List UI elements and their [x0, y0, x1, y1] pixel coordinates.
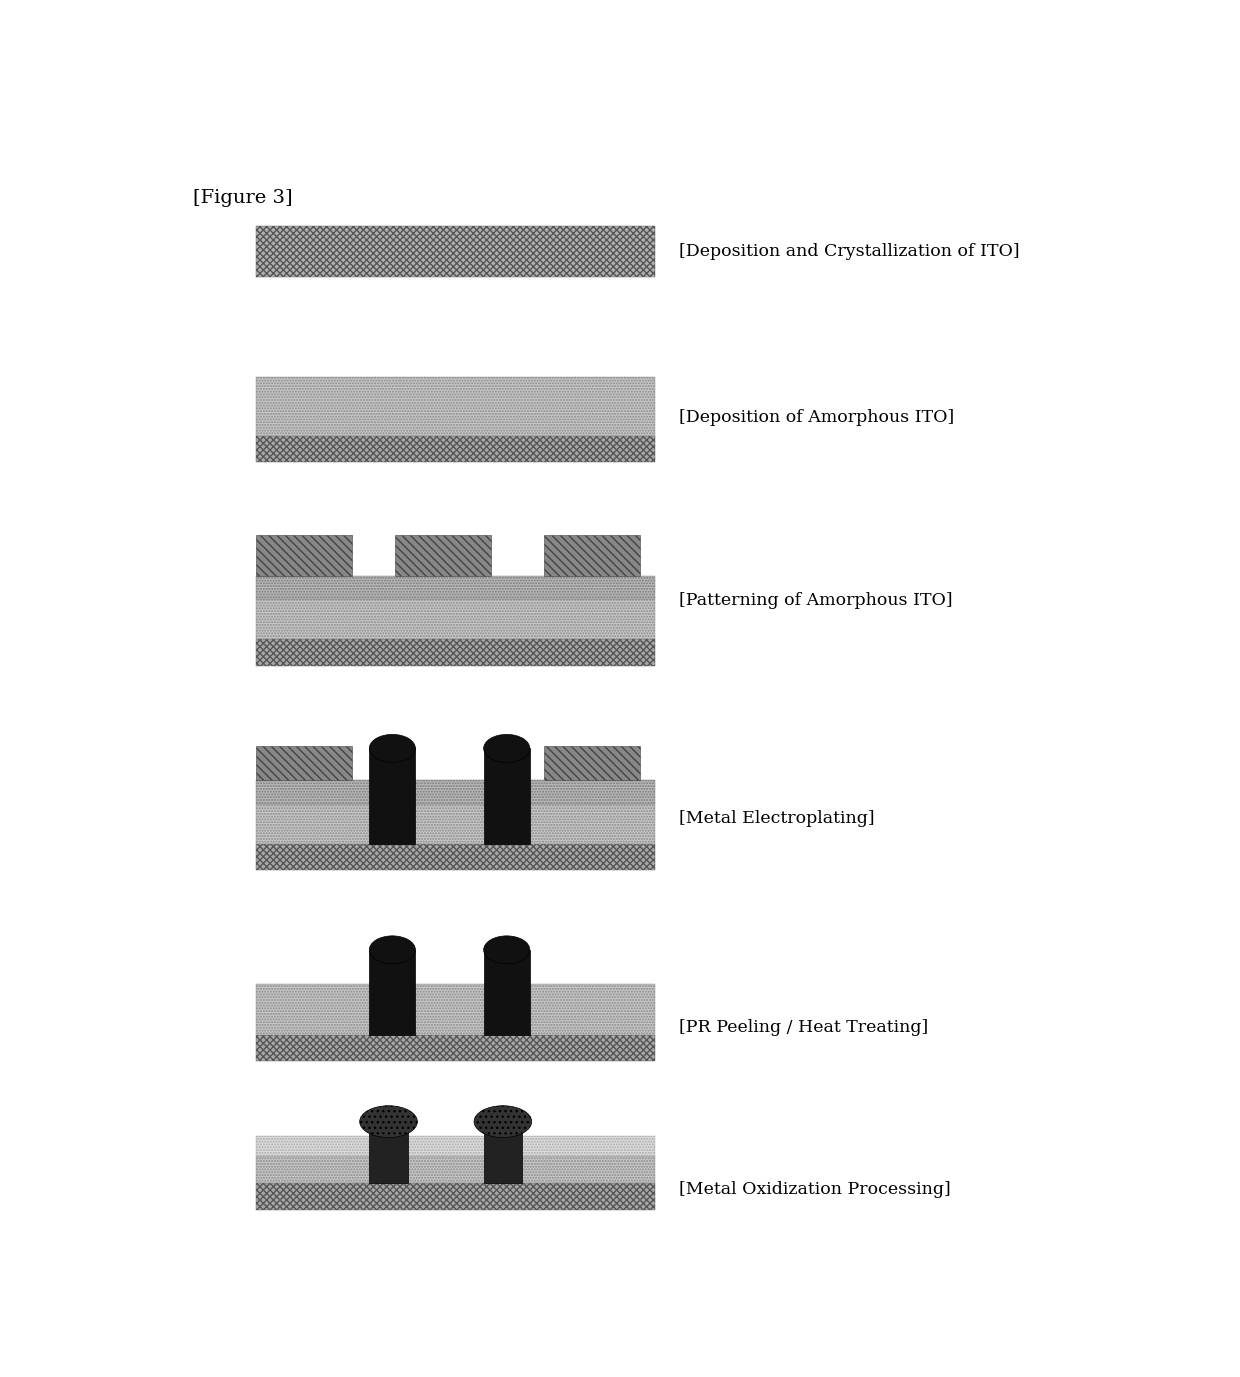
Bar	[255, 377, 655, 435]
Bar	[255, 1136, 655, 1155]
Bar	[255, 746, 352, 781]
Ellipse shape	[484, 936, 529, 964]
Bar	[255, 536, 352, 576]
Bar	[255, 1155, 655, 1183]
Bar	[255, 804, 655, 844]
Bar	[255, 226, 655, 277]
Bar	[370, 749, 415, 844]
Ellipse shape	[474, 1106, 532, 1137]
Bar	[484, 950, 529, 1034]
Bar	[544, 536, 640, 576]
Bar	[544, 746, 640, 781]
Text: [Deposition and Crystallization of ITO]: [Deposition and Crystallization of ITO]	[678, 242, 1019, 260]
Bar	[370, 950, 415, 1034]
Text: [Deposition of Amorphous ITO]: [Deposition of Amorphous ITO]	[678, 409, 954, 425]
Text: [Figure 3]: [Figure 3]	[193, 189, 293, 207]
Ellipse shape	[370, 734, 415, 763]
Text: [Metal Oxidization Processing]: [Metal Oxidization Processing]	[678, 1181, 951, 1198]
Bar	[255, 599, 655, 639]
Text: [PR Peeling / Heat Treating]: [PR Peeling / Heat Treating]	[678, 1019, 928, 1037]
Ellipse shape	[484, 734, 529, 763]
Ellipse shape	[370, 936, 415, 964]
Bar	[255, 1183, 655, 1209]
Text: [Patterning of Amorphous ITO]: [Patterning of Amorphous ITO]	[678, 592, 952, 609]
Bar	[484, 1122, 522, 1183]
Bar	[370, 1122, 408, 1183]
Ellipse shape	[360, 1106, 418, 1137]
Bar	[255, 639, 655, 665]
Bar	[255, 781, 655, 804]
Text: [Metal Electroplating]: [Metal Electroplating]	[678, 811, 874, 828]
Bar	[255, 576, 655, 599]
Bar	[484, 749, 529, 844]
Bar	[255, 435, 655, 463]
Bar	[255, 983, 655, 1034]
Bar	[255, 1034, 655, 1062]
Bar	[255, 844, 655, 870]
Bar	[396, 536, 491, 576]
